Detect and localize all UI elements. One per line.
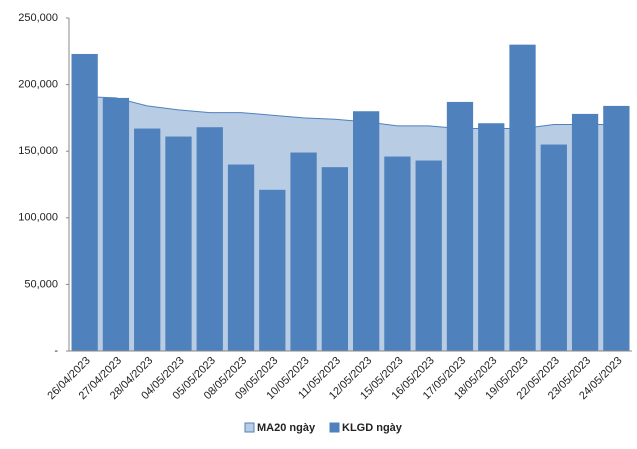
legend-label: MA20 ngày bbox=[257, 422, 316, 434]
bar bbox=[540, 144, 567, 351]
legend-swatch bbox=[329, 422, 340, 433]
area bbox=[84, 96, 617, 351]
bar bbox=[321, 167, 348, 351]
y-tick-label: 200,000 bbox=[18, 79, 58, 91]
bar bbox=[603, 105, 630, 351]
y-tick-label: 50,000 bbox=[24, 278, 58, 290]
bar bbox=[259, 189, 286, 351]
bar bbox=[102, 97, 130, 351]
bar bbox=[227, 164, 255, 351]
legend-label: KLGD ngày bbox=[342, 422, 403, 434]
bar bbox=[290, 152, 317, 351]
bar bbox=[353, 111, 380, 352]
bar bbox=[446, 101, 474, 351]
bar bbox=[71, 53, 98, 352]
y-tick-label: 250,000 bbox=[18, 12, 58, 24]
bar bbox=[415, 160, 442, 351]
bar bbox=[196, 127, 223, 351]
bar bbox=[134, 128, 161, 351]
bar bbox=[509, 44, 536, 351]
y-tick-label: 100,000 bbox=[18, 212, 58, 224]
y-tick-label: - bbox=[54, 345, 58, 357]
bar bbox=[384, 156, 411, 351]
y-tick-label: 150,000 bbox=[18, 145, 58, 157]
bar bbox=[478, 123, 505, 351]
legend-swatch bbox=[244, 422, 255, 433]
bar bbox=[165, 136, 192, 351]
bar bbox=[571, 113, 599, 352]
